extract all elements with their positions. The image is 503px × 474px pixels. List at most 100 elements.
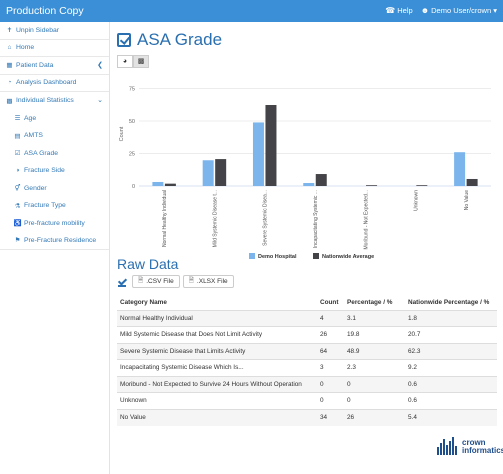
app-brand[interactable]: Production Copy	[6, 5, 84, 17]
cell-count: 3	[317, 359, 344, 376]
sidebar-item-individual-statistics[interactable]: ▩ Individual Statistics ⌄	[6, 97, 103, 105]
sidebar-subitem-fracture-type[interactable]: ⚗ Fracture Type	[14, 202, 66, 210]
sidebar-subitem-gender[interactable]: ⚥ Gender	[14, 184, 47, 193]
x-tick-label: Severe Systemic Disea...	[263, 190, 269, 246]
sidebar-item-patient-data[interactable]: ▦ Patient Data ❮	[0, 57, 109, 75]
export-toolbar: 🗎 .CSV File 🗎 .XLSX File	[117, 275, 234, 288]
sidebar-subitem-age[interactable]: ☰ Age	[14, 114, 37, 123]
column-header[interactable]: Category Name	[117, 295, 317, 311]
cell-percentage: 26	[344, 408, 405, 426]
chevron-down-icon: ⌄	[97, 97, 103, 104]
export-csv-button[interactable]: 🗎 .CSV File	[132, 275, 180, 288]
top-nav-links: ☎ Help ☻ Demo User/crown ▾	[385, 6, 497, 15]
bar-nationwide-average	[315, 174, 327, 186]
logo-bars-icon	[437, 437, 459, 455]
cell-nationwide: 5.4	[405, 408, 497, 426]
cell-category: Severe Systemic Disease that Limits Acti…	[117, 342, 317, 360]
download-icon	[117, 277, 127, 287]
cell-count: 64	[317, 342, 344, 360]
cell-count: 4	[317, 309, 344, 327]
sidebar-subitem-pre-fracture-mobility[interactable]: ♿ Pre-fracture mobility	[13, 219, 85, 228]
user-icon: ☻	[420, 6, 430, 15]
top-navbar: Production Copy ☎ Help ☻ Demo User/crown ▾	[0, 0, 503, 22]
cell-category: Normal Healthy Individual	[117, 309, 317, 327]
x-tick-label: Moribund - Not Expected...	[363, 190, 369, 249]
table-row: Moribund - Not Expected to Survive 24 Ho…	[117, 375, 497, 393]
x-tick-label: Incapacitating Systemic ...	[313, 190, 319, 248]
logo-text: crown informatics	[462, 438, 503, 455]
export-xlsx-button[interactable]: 🗎 .XLSX File	[182, 275, 234, 288]
view-toggle-group: ◕ ▩	[117, 55, 149, 68]
column-header[interactable]: Percentage / %	[344, 295, 405, 311]
bar-view-button[interactable]: ▩	[133, 55, 149, 68]
table-row: Mild Systemic Disease that Does Not Limi…	[117, 326, 497, 343]
cell-nationwide: 9.2	[405, 359, 497, 376]
wheelchair-icon: ♿	[13, 220, 22, 228]
cell-category: Incapacitating Systemic Disease Which Is…	[117, 359, 317, 376]
table-header-row: Category Name Count Percentage / % Natio…	[117, 295, 497, 311]
legend-label: Nationwide Average	[322, 254, 374, 260]
cell-percentage: 48.9	[344, 342, 405, 360]
page-header: ASA Grade	[117, 30, 222, 50]
pie-chart-icon: ◕	[122, 58, 128, 65]
grid-icon: ▤	[14, 132, 21, 140]
flask-icon: ⚗	[14, 202, 21, 210]
column-header[interactable]: Nationwide Percentage / %	[405, 295, 497, 311]
legend-swatch	[249, 253, 255, 259]
cell-percentage: 0	[344, 392, 405, 409]
dashboard-icon: ◔	[7, 79, 12, 87]
cell-category: Unknown	[117, 392, 317, 409]
bar-nationwide-average	[466, 178, 478, 186]
table-row: Unknown 0 0 0.6	[117, 392, 497, 409]
cell-nationwide: 0.6	[405, 375, 497, 393]
page-title: ASA Grade	[137, 30, 223, 49]
user-menu[interactable]: ☻ Demo User/crown ▾	[420, 6, 497, 15]
cell-count: 0	[317, 392, 344, 409]
half-circle-icon: ◑	[15, 167, 20, 175]
bar-demo-hospital	[252, 122, 264, 186]
bar-demo-hospital	[303, 183, 315, 186]
pie-view-button[interactable]: ◕	[117, 55, 133, 68]
bar-nationwide-average	[366, 185, 378, 186]
file-icon: 🗎	[138, 277, 144, 284]
sidebar-subitem-amts[interactable]: ▤ AMTS	[14, 132, 43, 140]
y-tick-label: 25	[129, 152, 135, 158]
sidebar-subitem-pre-fracture-residence[interactable]: ⚑ Pre-Fracture Residence	[0, 232, 109, 250]
sidebar-item-analysis-dashboard[interactable]: ◔ Analysis Dashboard	[0, 75, 109, 92]
x-tick-label: Mild Systemic Disease t...	[212, 190, 218, 247]
table-row: Normal Healthy Individual 4 3.1 1.8	[117, 309, 497, 327]
bar-nationwide-average	[265, 105, 277, 186]
help-link[interactable]: ☎ Help	[385, 6, 413, 15]
cell-percentage: 19.8	[344, 326, 405, 343]
bar-nationwide-average	[416, 185, 428, 186]
sidebar-subitem-asa-grade[interactable]: ☑ ASA Grade	[14, 149, 59, 158]
chevron-left-icon: ❮	[97, 62, 103, 69]
cell-category: Moribund - Not Expected to Survive 24 Ho…	[117, 375, 317, 393]
cell-count: 26	[317, 326, 344, 343]
spreadsheet-icon: 🗎	[188, 277, 194, 284]
raw-data-title: Raw Data	[117, 256, 179, 272]
table-row: No Value 34 26 5.4	[117, 408, 497, 426]
column-header[interactable]: Count	[317, 295, 344, 311]
cell-count: 0	[317, 375, 344, 393]
y-tick-label: 75	[129, 87, 135, 93]
sidebar-item-home[interactable]: ⌂ Home	[0, 40, 109, 57]
x-tick-label: Normal Healthy Individual	[162, 190, 168, 247]
y-tick-label: 0	[132, 184, 135, 190]
bar-chart-icon: ▩	[137, 58, 145, 65]
cell-percentage: 3.1	[344, 309, 405, 327]
sidebar-subitem-fracture-side[interactable]: ◑ Fracture Side	[0, 162, 109, 180]
sidebar-item-unpin[interactable]: ✝ Unpin Sidebar	[0, 22, 109, 40]
bar-demo-hospital	[202, 160, 214, 186]
bar-nationwide-average	[215, 159, 227, 186]
legend-swatch	[313, 253, 319, 259]
x-tick-label: No Value	[464, 190, 470, 210]
cell-percentage: 2.3	[344, 359, 405, 376]
sidebar: ✝ Unpin Sidebar ⌂ Home ▦ Patient Data ❮ …	[0, 22, 110, 474]
asa-grade-bar-chart: 0 25 50 75 Count Normal Healthy Individual Mil…	[119, 87, 491, 260]
bar-demo-hospital	[152, 181, 164, 186]
cell-nationwide: 1.8	[405, 309, 497, 327]
list-icon: ☰	[14, 115, 21, 123]
table-icon: ▦	[6, 62, 13, 70]
crown-informatics-logo: crown informatics	[437, 437, 503, 455]
